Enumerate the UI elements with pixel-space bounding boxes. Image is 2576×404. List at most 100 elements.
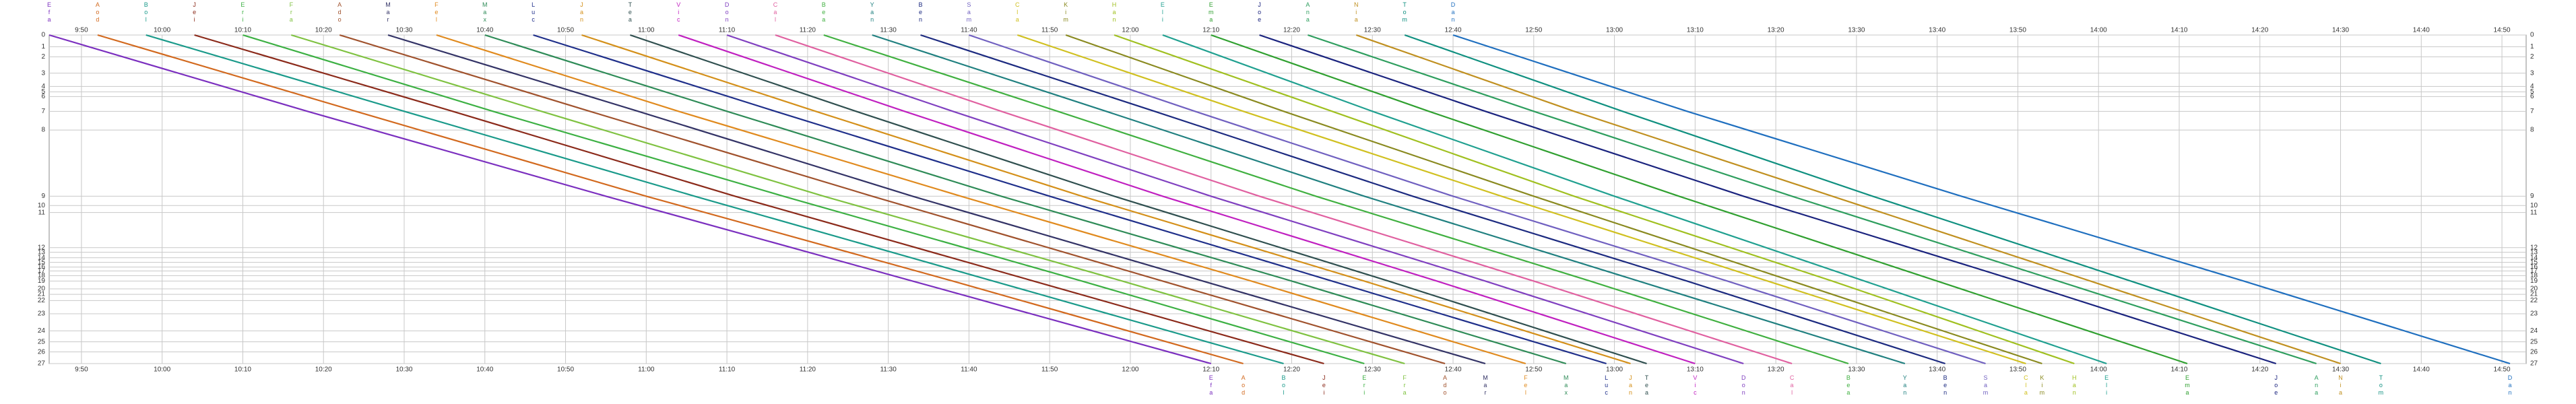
runner-name-bottom: Tea <box>1643 374 1650 397</box>
runner-name-bottom: Ana <box>2313 374 2320 397</box>
y-tick-label: 9 <box>41 193 45 200</box>
x-tick-label: 13:30 <box>1848 27 1865 34</box>
runner-name-bottom: Aod <box>1240 374 1247 397</box>
y-tick-label: 16 <box>2530 263 2538 271</box>
runner-name-bottom: Luc <box>1603 374 1610 397</box>
runner-name-bottom: Han <box>2071 374 2078 397</box>
x-tick-label: 14:50 <box>2494 27 2511 34</box>
y-tick-label: 18 <box>38 272 46 279</box>
x-tick-label: 14:20 <box>2251 366 2268 374</box>
x-tick-label: 13:20 <box>1768 366 1784 374</box>
runner-name-top: Jan <box>578 1 585 24</box>
x-tick-label: 10:00 <box>154 366 170 374</box>
series-line <box>194 34 1324 365</box>
y-tick-label: 16 <box>38 263 46 271</box>
y-tick-label: 25 <box>38 338 46 345</box>
series-line <box>49 34 1211 365</box>
x-tick-label: 10:50 <box>557 366 574 374</box>
x-tick-label: 10:30 <box>395 27 412 34</box>
x-tick-label: 14:30 <box>2332 366 2349 374</box>
series-line <box>290 34 1405 365</box>
y-tick-label: 1 <box>41 43 45 50</box>
runner-name-bottom: Ado <box>1442 374 1448 397</box>
x-tick-label: 10:30 <box>395 366 412 374</box>
runner-name-bottom: Joe <box>2273 374 2280 397</box>
x-tick-label: 13:40 <box>1929 27 1945 34</box>
y-tick-label: 6 <box>41 93 45 100</box>
y-tick-label: 7 <box>2530 108 2534 115</box>
runner-name-top: Joe <box>1256 1 1263 24</box>
y-tick-label: 9 <box>2530 193 2534 200</box>
y-tick-label: 24 <box>2530 327 2538 335</box>
series-line <box>1259 34 2277 365</box>
y-tick-label: 1 <box>2530 43 2534 50</box>
runner-name-bottom: Max <box>1563 374 1570 397</box>
x-tick-label: 11:20 <box>800 366 816 374</box>
runner-name-top: Ben <box>917 1 924 24</box>
x-tick-label: 11:10 <box>719 27 736 34</box>
runner-name-bottom: Ben <box>1942 374 1949 397</box>
series-line <box>1065 34 2042 365</box>
y-tick-label: 25 <box>2530 338 2538 345</box>
y-tick-label: 17 <box>38 267 46 275</box>
runner-name-bottom: Bol <box>1281 374 1287 397</box>
runner-name-top: Kim <box>1062 1 1069 24</box>
x-tick-label: 12:40 <box>1445 27 1462 34</box>
series-line <box>1404 34 2381 365</box>
x-tick-label: 14:50 <box>2494 366 2511 374</box>
series-line <box>97 34 1244 365</box>
series-line <box>436 34 1526 365</box>
y-tick-label: 0 <box>2530 32 2534 39</box>
series-line <box>243 34 1365 365</box>
runner-name-bottom: Fra <box>1401 374 1408 397</box>
series-line <box>533 34 1607 365</box>
y-tick-label: 3 <box>41 69 45 77</box>
x-tick-label: 12:50 <box>1525 27 1542 34</box>
x-tick-label: 12:00 <box>1122 27 1138 34</box>
x-tick-label: 12:30 <box>1364 366 1381 374</box>
x-tick-label: 13:50 <box>2009 366 2026 374</box>
y-tick-label: 23 <box>38 310 46 318</box>
series-line <box>1355 34 2341 365</box>
runner-name-top: Efa <box>46 1 53 24</box>
x-tick-label: 11:40 <box>961 27 977 34</box>
x-tick-label: 12:00 <box>1122 366 1138 374</box>
y-tick-label: 19 <box>2530 277 2538 285</box>
runner-name-bottom: Eri <box>1361 374 1367 397</box>
x-tick-label: 12:50 <box>1525 366 1542 374</box>
runner-name-bottom: Nia <box>2338 374 2344 397</box>
x-tick-label: 12:10 <box>1202 27 1219 34</box>
series-line <box>1308 34 2317 365</box>
x-tick-label: 14:00 <box>2090 27 2107 34</box>
series-line <box>484 34 1567 365</box>
runner-name-top: Eli <box>1159 1 1166 24</box>
runner-name-top: Sam <box>965 1 972 24</box>
x-tick-label: 12:20 <box>1283 366 1300 374</box>
series-line <box>1211 34 2188 365</box>
y-tick-label: 10 <box>2530 202 2538 209</box>
x-tick-label: 12:20 <box>1283 27 1300 34</box>
series-line <box>678 34 1696 365</box>
runner-name-top: Aod <box>94 1 101 24</box>
runner-name-bottom: Yan <box>1902 374 1908 397</box>
runner-name-top: Ado <box>336 1 343 24</box>
x-tick-label: 14:20 <box>2251 27 2268 34</box>
runner-name-bottom: Dan <box>2507 374 2513 397</box>
x-tick-label: 11:30 <box>880 366 897 374</box>
x-tick-label: 10:50 <box>557 27 574 34</box>
y-tick-label: 5 <box>41 88 45 96</box>
y-tick-label: 8 <box>2530 127 2534 134</box>
y-tick-label: 20 <box>38 285 46 293</box>
series-line <box>339 34 1446 365</box>
y-tick-label: 13 <box>2530 248 2538 256</box>
y-tick-label: 15 <box>2530 259 2538 266</box>
y-tick-label: 24 <box>38 327 46 335</box>
runner-name-top: Luc <box>530 1 537 24</box>
runner-name-bottom: Cla <box>2022 374 2029 397</box>
y-tick-label: 19 <box>38 277 46 285</box>
x-tick-label: 11:30 <box>880 27 897 34</box>
x-tick-label: 11:10 <box>719 366 736 374</box>
series-line <box>146 34 1284 365</box>
x-tick-label: 13:30 <box>1848 366 1865 374</box>
x-tick-label: 10:20 <box>315 27 332 34</box>
